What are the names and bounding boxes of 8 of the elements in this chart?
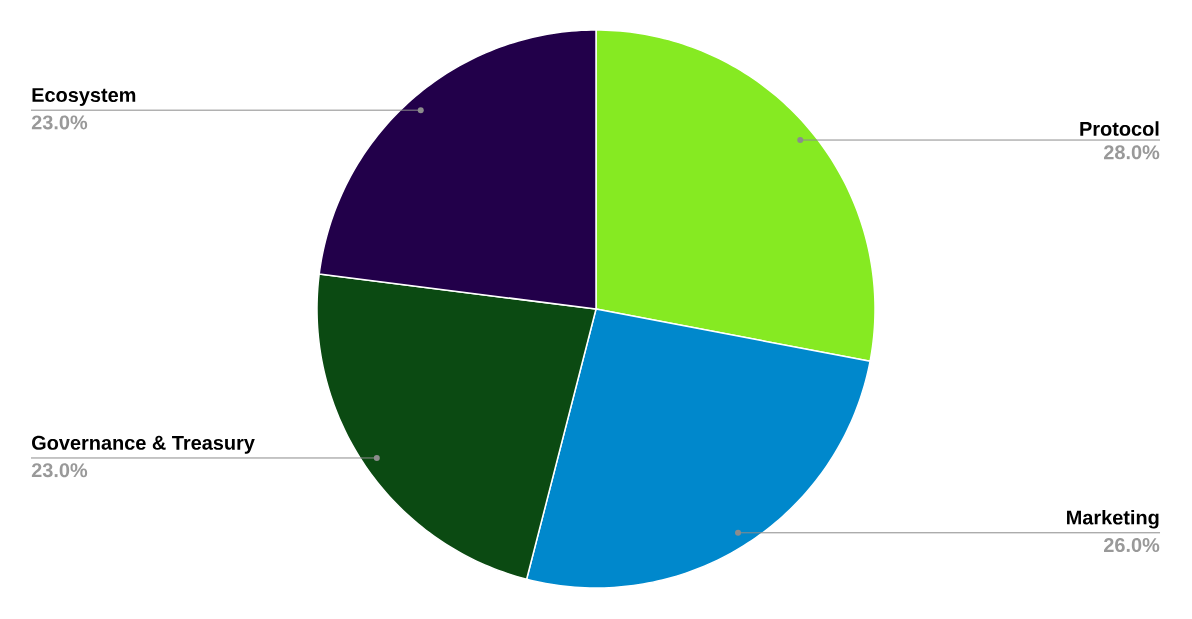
slice-label: Governance & Treasury <box>32 435 255 454</box>
data-label: 26.0% <box>1104 537 1160 553</box>
data-label: 28.0% <box>1104 145 1160 160</box>
slice-label: Ecosystem <box>32 88 136 106</box>
slice-label: Protocol <box>1080 121 1159 136</box>
data-label: 23.0% <box>31 115 88 130</box>
data-label: 23.0% <box>31 463 88 478</box>
slice-label: Marketing <box>1067 509 1159 529</box>
